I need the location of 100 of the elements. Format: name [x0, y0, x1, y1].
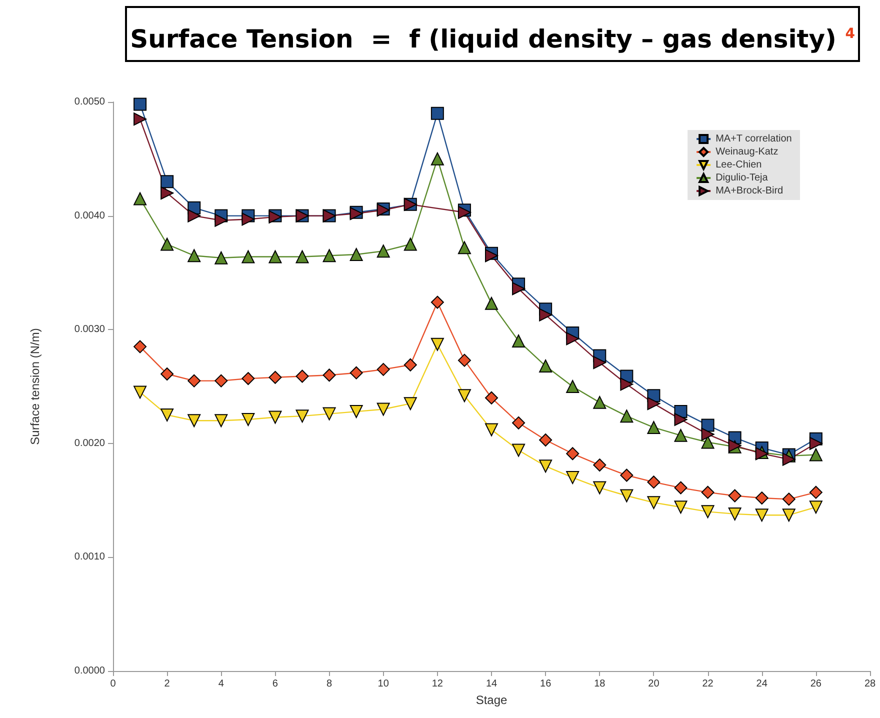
point: [160, 175, 174, 188]
point: [566, 380, 580, 393]
point: [134, 340, 147, 354]
point: [322, 249, 336, 262]
point: [566, 332, 580, 346]
point: [620, 410, 634, 423]
point: [701, 436, 714, 449]
point: [430, 152, 444, 166]
legend-label: Weinaug-Katz: [716, 146, 778, 158]
point: [242, 212, 255, 226]
y-tick-label: 0.0040: [74, 210, 106, 222]
point: [620, 489, 634, 502]
point: [188, 374, 201, 388]
point: [268, 370, 282, 384]
y-tick-label: 0.0010: [74, 552, 106, 563]
point: [782, 452, 796, 466]
x-tick-label: 24: [756, 678, 768, 690]
legend-label: MA+Brock-Bird: [716, 186, 784, 196]
x-tick-label: 4: [218, 678, 224, 690]
y-tick-label: 0.0000: [74, 666, 106, 676]
point: [376, 402, 390, 416]
point: [620, 378, 634, 391]
point: [593, 356, 606, 370]
point: [268, 250, 282, 264]
point: [376, 362, 390, 376]
point: [214, 374, 228, 388]
point: [701, 428, 714, 441]
point: [647, 476, 660, 489]
x-tick-label: 28: [864, 678, 876, 690]
point: [512, 416, 526, 430]
point: [755, 508, 768, 522]
point: [755, 492, 768, 505]
point: [296, 250, 309, 264]
point: [539, 308, 552, 322]
y-axis-title: Surface tension (N/m): [28, 328, 42, 445]
point: [134, 98, 147, 111]
point: [593, 481, 606, 494]
x-tick-label: 20: [648, 678, 660, 690]
point: [728, 489, 742, 502]
chart-title: Surface Tension = f (liquid density – gas density) $^{4}$: [125, 6, 860, 62]
point: [512, 334, 526, 348]
point: [782, 508, 796, 522]
point: [458, 354, 471, 367]
point: [539, 460, 552, 473]
point: [134, 386, 147, 399]
point: [296, 370, 309, 383]
point: [458, 389, 471, 402]
point: [350, 405, 363, 418]
point: [566, 447, 580, 460]
point: [566, 471, 580, 484]
point: [512, 444, 526, 457]
point: [242, 413, 255, 426]
x-tick-label: 6: [272, 678, 278, 690]
point: [485, 423, 498, 436]
point: [539, 360, 552, 373]
point: [782, 492, 796, 506]
x-tick-label: 2: [164, 678, 170, 690]
point: [593, 458, 606, 472]
x-tick-label: 8: [326, 678, 333, 690]
y-tick-label: 0.0050: [74, 96, 106, 108]
x-tick-label: 10: [378, 678, 390, 690]
point: [809, 448, 822, 462]
x-tick-label: 14: [486, 678, 498, 690]
point: [809, 436, 822, 450]
point: [674, 500, 688, 514]
point: [242, 372, 255, 386]
point: [160, 408, 174, 422]
point: [485, 296, 498, 310]
x-tick-label: 22: [702, 678, 714, 690]
point: [539, 433, 552, 446]
point: [674, 413, 688, 426]
point: [701, 418, 714, 432]
point: [242, 250, 255, 264]
point: [647, 496, 660, 510]
x-tick-label: 16: [540, 678, 552, 690]
point: [188, 209, 201, 222]
point: [188, 249, 201, 262]
point: [674, 428, 688, 442]
legend-label: Digulio-Teja: [716, 172, 768, 184]
point: [809, 500, 822, 514]
x-tick-label: 0: [110, 678, 116, 690]
point: [134, 192, 147, 206]
point: [674, 481, 688, 494]
point: [647, 397, 660, 410]
point: [458, 241, 471, 254]
point: [404, 397, 417, 410]
point: [728, 507, 742, 520]
point: [485, 391, 498, 404]
point: [214, 214, 228, 227]
point: [350, 248, 363, 261]
point: [134, 112, 147, 126]
point: [376, 244, 390, 258]
point: [430, 296, 444, 309]
point: [809, 486, 822, 499]
point: [322, 407, 336, 420]
x-tick-label: 18: [594, 678, 606, 690]
point: [160, 367, 174, 380]
point: [430, 338, 444, 351]
legend-label: MA+T correlation: [716, 134, 792, 144]
point: [322, 368, 336, 382]
